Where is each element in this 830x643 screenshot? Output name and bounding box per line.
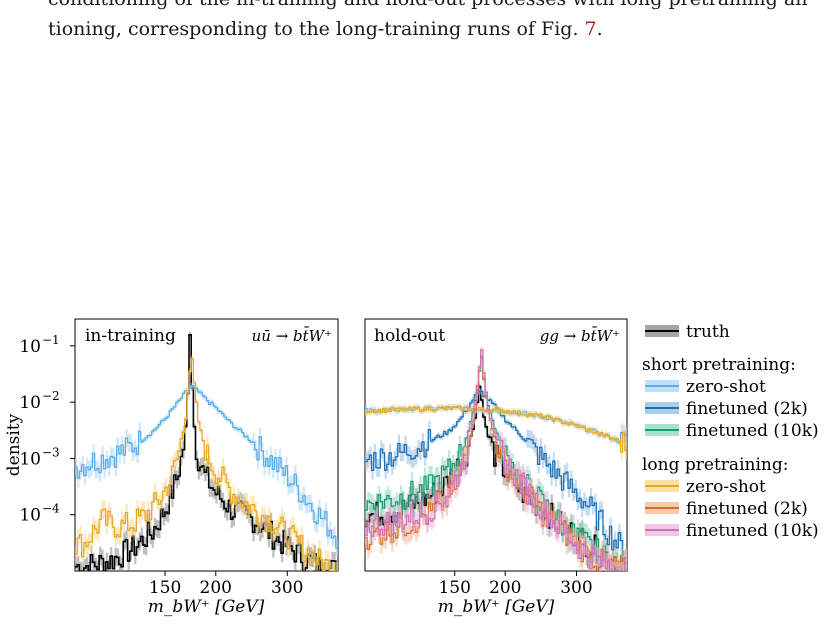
panel-title: hold-out bbox=[374, 326, 445, 346]
legend-label: zero-shot bbox=[686, 477, 766, 497]
y-axis-label: density bbox=[4, 413, 24, 476]
legend-group-header: short pretraining: bbox=[642, 355, 796, 375]
x-tick-label: 200 bbox=[489, 578, 521, 598]
legend-label: finetuned (10k) bbox=[686, 521, 819, 541]
series-line bbox=[75, 334, 338, 571]
x-tick-label: 150 bbox=[149, 578, 181, 598]
curves-hold-out bbox=[365, 346, 627, 571]
series-line bbox=[365, 355, 627, 571]
y-tick-exponent: −4 bbox=[42, 502, 60, 516]
series-band bbox=[365, 403, 627, 461]
y-tick-exponent: −2 bbox=[42, 389, 60, 403]
x-ticks: 150 200 300 bbox=[149, 571, 304, 598]
legend-label: zero-shot bbox=[686, 377, 766, 397]
panel-in-training: in-training uū → bt̄W⁺ 10−410−310−210−1 … bbox=[4, 318, 339, 617]
caption-line: tioning, corresponding to the long-train… bbox=[48, 20, 808, 40]
legend-label: finetuned (2k) bbox=[686, 499, 808, 519]
caption-text: tioning, corresponding to the long-train… bbox=[48, 18, 585, 40]
series-line bbox=[75, 358, 338, 571]
process-label: uū → bt̄W⁺ bbox=[252, 327, 332, 345]
process-label: gg → bt̄W⁺ bbox=[540, 327, 620, 345]
series-line bbox=[365, 349, 627, 571]
series-line bbox=[365, 357, 627, 571]
x-axis-label: m_bW⁺ [GeV] bbox=[438, 597, 555, 617]
legend-label: truth bbox=[686, 322, 730, 342]
panel-hold-out: hold-out gg → bt̄W⁺ 150 200 300 m_bW⁺ [GeV… bbox=[364, 318, 628, 617]
y-tick-exponent: −3 bbox=[42, 445, 60, 459]
y-ticks: 10−410−310−210−1 bbox=[19, 333, 75, 526]
legend-label: finetuned (2k) bbox=[686, 399, 808, 419]
panel-frame bbox=[74, 318, 339, 572]
caption-figure-ref[interactable]: 7 bbox=[584, 18, 597, 40]
x-tick-label: 300 bbox=[560, 578, 592, 598]
legend-label: finetuned (10k) bbox=[686, 421, 819, 441]
caption-end: . bbox=[596, 18, 603, 40]
y-tick-label: 10 bbox=[19, 337, 41, 357]
series-band bbox=[75, 382, 338, 558]
legend-group-header: long pretraining: bbox=[642, 455, 788, 475]
x-tick-label: 150 bbox=[438, 578, 470, 598]
y-tick-label: 10 bbox=[19, 506, 41, 526]
series-line bbox=[365, 405, 627, 453]
panel-title: in-training bbox=[85, 326, 176, 346]
y-tick-exponent: −1 bbox=[42, 333, 60, 347]
series-band bbox=[75, 355, 338, 571]
curves-in-training bbox=[75, 331, 338, 571]
series-line bbox=[75, 384, 338, 550]
y-tick-label: 10 bbox=[19, 449, 41, 469]
x-ticks: 150 200 300 bbox=[438, 571, 593, 598]
figure-caption: conditioning of the in-training and hold… bbox=[48, 0, 808, 40]
x-axis-label: m_bW⁺ [GeV] bbox=[148, 597, 265, 617]
x-tick-label: 200 bbox=[200, 578, 232, 598]
caption-line-cut: conditioning of the in-training and hold… bbox=[48, 0, 808, 10]
x-tick-label: 300 bbox=[271, 578, 303, 598]
y-tick-label: 10 bbox=[19, 393, 41, 413]
series-band bbox=[365, 346, 627, 571]
